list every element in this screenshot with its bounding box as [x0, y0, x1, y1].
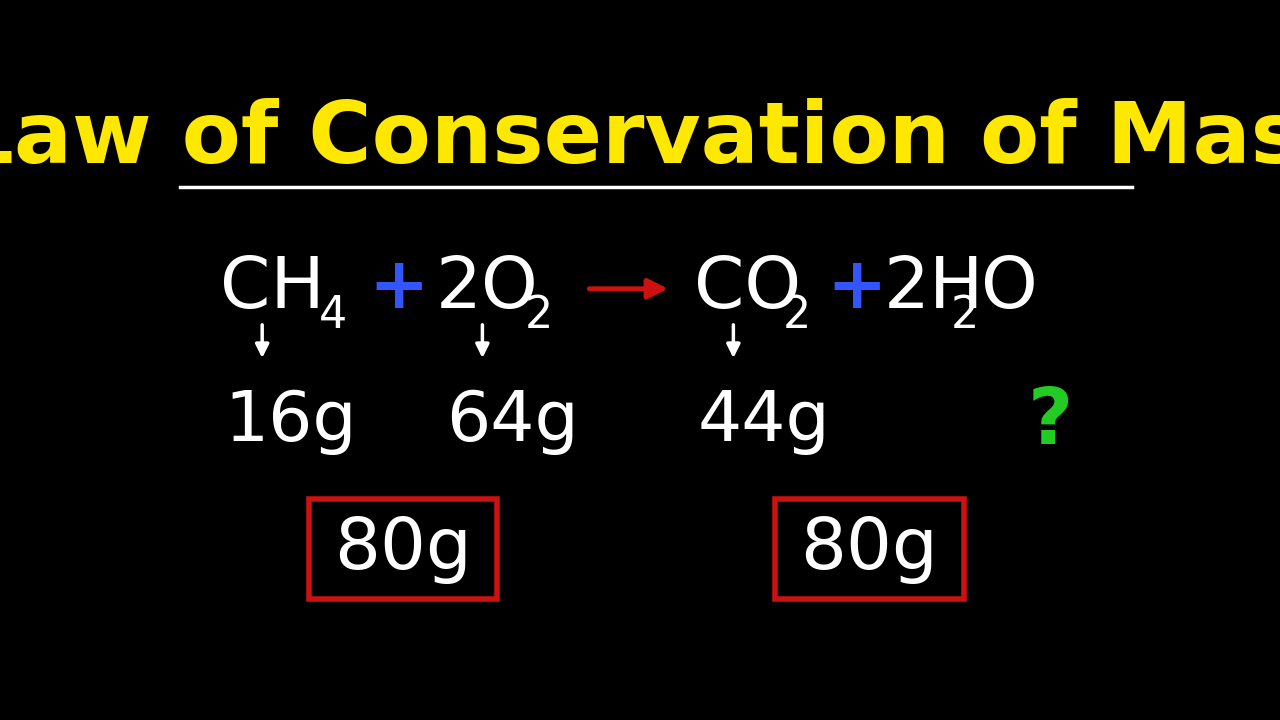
Text: 2: 2 — [525, 294, 553, 337]
Text: 2: 2 — [783, 294, 812, 337]
Bar — [308, 500, 497, 599]
Text: 2O: 2O — [435, 254, 539, 323]
Bar — [776, 500, 964, 599]
Text: 2H: 2H — [884, 254, 984, 323]
Text: 80g: 80g — [800, 515, 938, 584]
Text: 64g: 64g — [445, 388, 579, 455]
Text: +: + — [369, 254, 429, 323]
Text: 80g: 80g — [334, 515, 472, 584]
Text: CH: CH — [220, 254, 324, 323]
Text: 44g: 44g — [698, 388, 831, 455]
Text: +: + — [827, 254, 887, 323]
Text: Law of Conservation of Mass: Law of Conservation of Mass — [0, 98, 1280, 181]
Text: O: O — [982, 254, 1038, 323]
Text: CO: CO — [694, 254, 801, 323]
Text: ?: ? — [1028, 384, 1073, 460]
Text: 16g: 16g — [224, 388, 357, 455]
Text: 2: 2 — [951, 294, 979, 337]
Text: 4: 4 — [319, 294, 347, 337]
